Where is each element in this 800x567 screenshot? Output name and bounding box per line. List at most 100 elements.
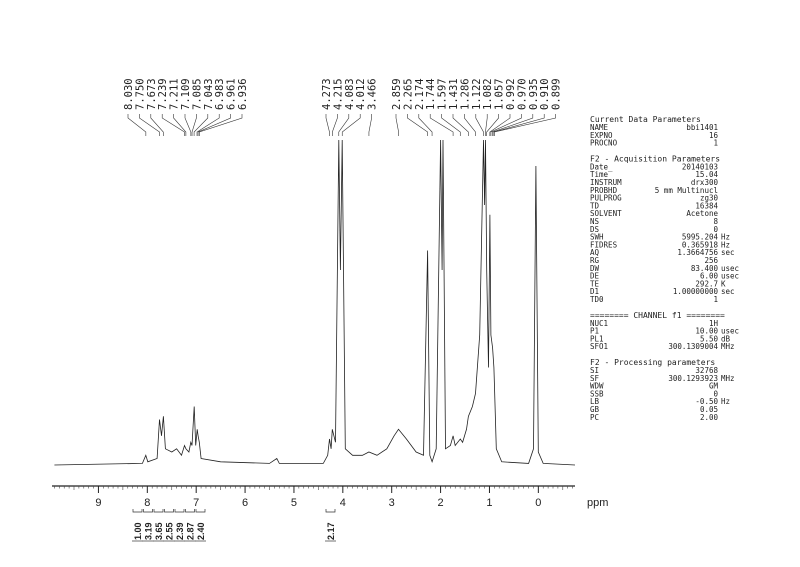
peak-label: 8.030 bbox=[123, 78, 135, 110]
parameter-value: bbi1401 bbox=[686, 123, 718, 132]
parameter-key: EXPNO bbox=[590, 131, 613, 140]
peak-leader bbox=[184, 114, 192, 136]
parameter-value: 8 bbox=[713, 217, 718, 226]
peak-leader bbox=[492, 114, 534, 136]
parameter-key: TD0 bbox=[590, 295, 604, 304]
peak-leader bbox=[338, 114, 350, 136]
x-tick-label: 0 bbox=[535, 497, 541, 509]
integral-label: 2.55 bbox=[165, 522, 175, 540]
parameter-key: SSB bbox=[590, 389, 604, 398]
parameter-value: 256 bbox=[704, 256, 718, 265]
peak-label: 4.215 bbox=[332, 78, 344, 110]
spectrum-trace bbox=[54, 139, 576, 466]
peak-leader bbox=[475, 114, 484, 136]
parameter-value: 5995.204 bbox=[682, 233, 719, 242]
peak-leader bbox=[490, 114, 522, 136]
peak-label: 7.043 bbox=[203, 78, 215, 110]
parameter-unit: dB bbox=[721, 334, 731, 343]
parameter-value: 83.400 bbox=[691, 264, 719, 273]
parameter-key: DE bbox=[590, 272, 600, 281]
peak-label: 6.936 bbox=[237, 78, 249, 110]
parameter-key: PULPROG bbox=[590, 194, 622, 203]
parameter-value: 300.1293923 bbox=[668, 374, 718, 383]
parameter-value: -0.50 bbox=[695, 397, 718, 406]
parameter-key: PL1 bbox=[590, 334, 604, 343]
parameter-key: Time bbox=[590, 170, 609, 179]
x-tick-label: 3 bbox=[389, 497, 395, 509]
parameter-section-title: ======== CHANNEL f1 ======== bbox=[590, 311, 725, 320]
parameter-value: 15.04 bbox=[695, 170, 718, 179]
parameter-key: NS bbox=[590, 217, 600, 226]
parameter-key: DS bbox=[590, 225, 600, 234]
parameter-value: 0 bbox=[713, 389, 718, 398]
integral-label: 2.40 bbox=[196, 522, 206, 540]
parameter-value: zg30 bbox=[700, 194, 719, 203]
parameter-key: SWH bbox=[590, 233, 604, 242]
parameter-section-title: F2 - Acquisition Parameters bbox=[590, 154, 720, 163]
parameter-key: AQ bbox=[590, 248, 600, 257]
parameter-key: LB bbox=[590, 397, 600, 406]
parameter-value: 2.00 bbox=[700, 413, 719, 422]
peak-leader bbox=[193, 114, 209, 136]
parameter-value: 1H bbox=[709, 319, 719, 328]
peak-leader bbox=[418, 114, 433, 136]
x-tick-label: 1 bbox=[486, 497, 492, 509]
parameter-key: P1 bbox=[590, 327, 599, 336]
integral-label: 1.00 bbox=[133, 522, 143, 540]
parameter-value: 5.50 bbox=[700, 334, 719, 343]
peak-leader bbox=[196, 114, 220, 136]
parameter-unit: usec bbox=[721, 327, 739, 336]
parameter-unit: MHz bbox=[721, 374, 735, 383]
peak-leader bbox=[493, 114, 545, 136]
peak-label: 0.992 bbox=[505, 78, 517, 110]
peak-leader bbox=[341, 114, 361, 136]
peak-leader bbox=[197, 114, 231, 136]
peak-label: 1.431 bbox=[448, 78, 460, 110]
parameter-key: DW bbox=[590, 264, 600, 273]
peak-leader bbox=[199, 114, 243, 136]
peak-label: 1.082 bbox=[482, 78, 494, 110]
x-tick-label: 5 bbox=[291, 497, 297, 509]
peak-label: 2.174 bbox=[414, 78, 426, 110]
peak-label: 0.910 bbox=[539, 78, 551, 110]
parameter-key: PC bbox=[590, 413, 599, 422]
peak-leader bbox=[332, 114, 338, 136]
parameter-unit: K bbox=[721, 279, 726, 288]
parameter-value: 5 mm Multinucl bbox=[655, 186, 718, 195]
parameter-key: WDW bbox=[590, 382, 604, 391]
integral-bracket bbox=[143, 509, 153, 513]
integral-label: 2.17 bbox=[326, 522, 336, 540]
x-axis-label: ppm bbox=[587, 497, 608, 509]
parameter-section-title: F2 - Processing parameters bbox=[590, 358, 715, 367]
integral-bracket bbox=[164, 509, 174, 513]
x-tick-label: 9 bbox=[95, 497, 101, 509]
parameter-unit: Hz bbox=[721, 397, 730, 406]
peak-leader bbox=[494, 114, 556, 136]
peak-leader bbox=[452, 114, 469, 136]
integral-label: 3.19 bbox=[144, 522, 154, 540]
peak-leader bbox=[325, 114, 330, 136]
integral-bracket bbox=[132, 509, 143, 513]
parameter-value: 1 bbox=[713, 295, 718, 304]
parameter-value: 10.00 bbox=[695, 327, 718, 336]
parameter-value: 1 bbox=[713, 139, 718, 148]
x-tick-label: 7 bbox=[193, 497, 199, 509]
x-tick-label: 8 bbox=[144, 497, 150, 509]
parameter-value: 0.05 bbox=[700, 405, 718, 414]
parameter-key: PROBHD bbox=[590, 186, 618, 195]
parameter-unit: usec bbox=[721, 272, 739, 281]
peak-leader bbox=[127, 114, 147, 136]
parameter-unit: Hz bbox=[721, 240, 730, 249]
peak-label: 0.899 bbox=[551, 78, 563, 110]
parameter-value: 32768 bbox=[695, 366, 718, 375]
parameter-unit: Hz bbox=[721, 233, 730, 242]
x-tick-label: 4 bbox=[340, 497, 346, 509]
parameter-key: FIDRES bbox=[590, 240, 618, 249]
peak-label: 7.211 bbox=[169, 78, 181, 110]
parameter-value: 20140103 bbox=[682, 162, 718, 171]
peak-leader bbox=[191, 114, 197, 136]
peak-leader bbox=[486, 114, 499, 136]
parameter-value: GM bbox=[709, 382, 719, 391]
peak-leader bbox=[368, 114, 372, 136]
peak-label: 6.983 bbox=[214, 78, 226, 110]
